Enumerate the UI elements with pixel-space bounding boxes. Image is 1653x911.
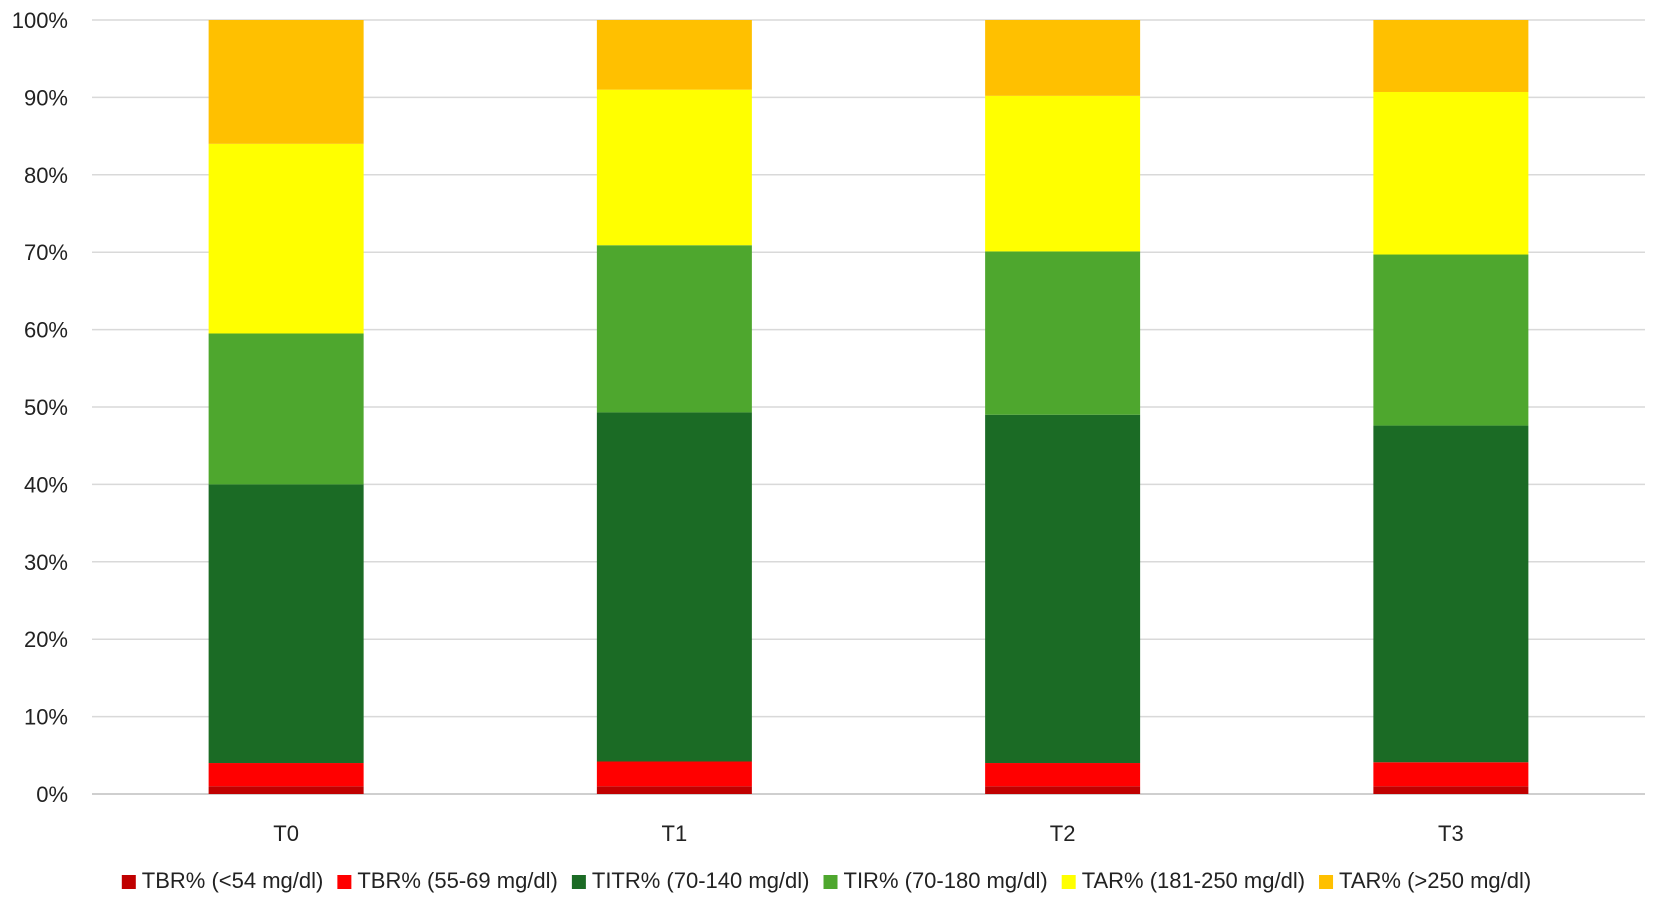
bar-segment-t1-s0: [596, 786, 752, 794]
bar-segment-t3-s5: [1373, 20, 1529, 92]
legend-label: TITR% (70-140 mg/dl): [592, 868, 810, 893]
legend-swatch: [823, 875, 838, 889]
legend-label: TAR% (>250 mg/dl): [1339, 868, 1531, 893]
bar-segment-t1-s1: [596, 761, 752, 787]
y-tick-label: 20%: [24, 627, 68, 652]
bar-segment-t3-s3: [1373, 254, 1529, 426]
legend-swatch: [571, 875, 586, 889]
bar-segment-t1-s5: [596, 20, 752, 90]
y-tick-label: 10%: [24, 705, 68, 730]
bar-segment-t0-s3: [208, 333, 364, 485]
x-tick-label: T2: [1050, 821, 1076, 846]
legend-swatch: [1061, 875, 1076, 889]
legend-swatch: [1319, 875, 1334, 889]
x-tick-label: T1: [662, 821, 688, 846]
bar-segment-t3-s4: [1373, 91, 1529, 255]
legend-label: TBR% (55-69 mg/dl): [357, 868, 558, 893]
y-tick-label: 70%: [24, 240, 68, 265]
y-tick-label: 40%: [24, 472, 68, 497]
legend-label: TBR% (<54 mg/dl): [142, 868, 324, 893]
legend-label: TIR% (70-180 mg/dl): [844, 868, 1048, 893]
bar-segment-t2-s2: [985, 414, 1141, 764]
bar-segment-t0-s2: [208, 484, 364, 764]
x-tick-label: T3: [1438, 821, 1464, 846]
legend-swatch: [121, 875, 136, 889]
bar-segment-t0-s4: [208, 143, 364, 334]
bar-segment-t0-s5: [208, 20, 364, 144]
bar-segment-t1-s3: [596, 245, 752, 413]
bar-segment-t0-s0: [208, 786, 364, 794]
y-axis: 0% 10% 20% 30% 40% 50% 60% 70% 80% 90% 100%: [12, 8, 68, 807]
bar-segment-t3-s0: [1373, 786, 1529, 794]
bar-segment-t2-s3: [985, 251, 1141, 415]
bar-segment-t3-s2: [1373, 425, 1529, 763]
bar-segment-t1-s2: [596, 412, 752, 762]
bar-segment-t2-s0: [985, 786, 1141, 794]
bar-segment-t1-s4: [596, 89, 752, 246]
legend-label: TAR% (181-250 mg/dl): [1082, 868, 1305, 893]
bar-segment-t0-s1: [208, 763, 364, 787]
y-tick-label: 0%: [36, 782, 68, 807]
y-tick-label: 60%: [24, 318, 68, 343]
bar-segment-t2-s4: [985, 95, 1141, 252]
y-tick-label: 50%: [24, 395, 68, 420]
legend-swatch: [337, 875, 352, 889]
x-tick-label: T0: [273, 821, 299, 846]
bar-segment-t2-s5: [985, 20, 1141, 96]
bars: [208, 20, 1529, 794]
y-tick-label: 90%: [24, 85, 68, 110]
bar-segment-t2-s1: [985, 763, 1141, 787]
y-tick-label: 100%: [12, 8, 68, 33]
x-axis: T0 T1 T2 T3: [273, 821, 1463, 846]
y-tick-label: 30%: [24, 550, 68, 575]
bar-segment-t3-s1: [1373, 762, 1529, 787]
y-tick-label: 80%: [24, 163, 68, 188]
legend: TBR% (<54 mg/dl) TBR% (55-69 mg/dl) TITR% …: [121, 868, 1531, 893]
